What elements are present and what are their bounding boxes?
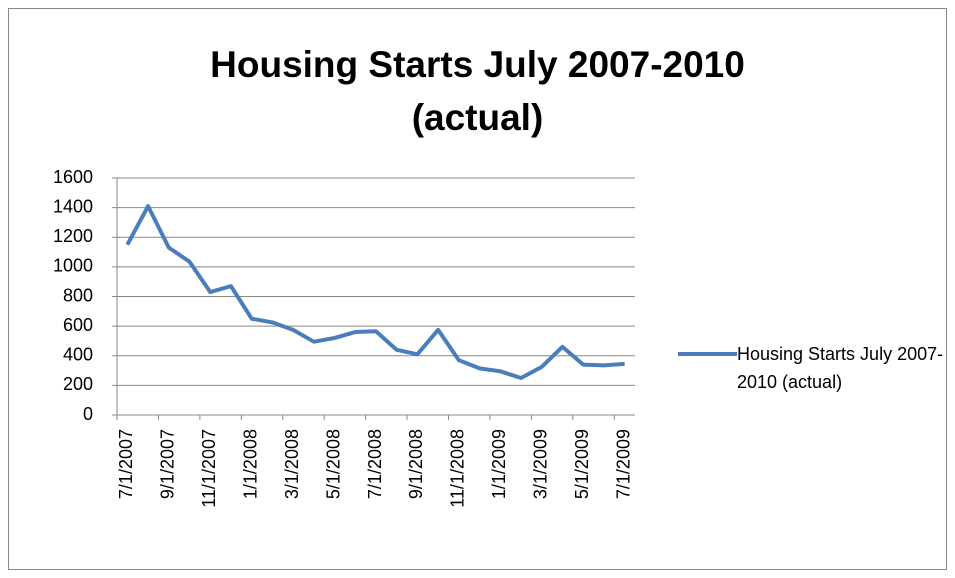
x-tick-label: 11/1/2008 xyxy=(448,429,468,508)
x-tick-label: 7/1/2008 xyxy=(365,429,385,499)
y-tick-label: 400 xyxy=(63,345,93,365)
y-tick-label: 1600 xyxy=(53,167,93,187)
legend-label: Housing Starts July 2007-2010 (actual) xyxy=(737,344,944,392)
x-tick-label: 7/1/2009 xyxy=(613,429,633,499)
y-tick-label: 1000 xyxy=(53,256,93,276)
y-tick-label: 0 xyxy=(83,404,93,424)
x-tick-label: 3/1/2009 xyxy=(531,429,551,499)
x-tick-label: 3/1/2008 xyxy=(282,429,302,499)
y-tick-label: 800 xyxy=(63,285,93,305)
x-tick-label: 9/1/2007 xyxy=(158,429,178,499)
series-line xyxy=(125,204,625,380)
x-tick-label: 9/1/2008 xyxy=(406,429,426,499)
y-tick-label: 1400 xyxy=(53,196,93,216)
x-tick-label: 7/1/2007 xyxy=(116,429,136,499)
x-tick-label: 1/1/2008 xyxy=(240,429,260,499)
y-tick-label: 200 xyxy=(63,374,93,394)
chart-title: Housing Starts July 2007-2010 (actual) xyxy=(210,44,745,138)
y-tick-label: 1200 xyxy=(53,226,93,246)
x-tick-label: 11/1/2007 xyxy=(199,429,219,508)
x-tick-label: 1/1/2009 xyxy=(489,429,509,499)
y-tick-label: 600 xyxy=(63,315,93,335)
chart-border xyxy=(8,8,947,570)
x-tick-label: 5/1/2008 xyxy=(323,429,343,499)
x-tick-label: 5/1/2009 xyxy=(572,429,592,499)
